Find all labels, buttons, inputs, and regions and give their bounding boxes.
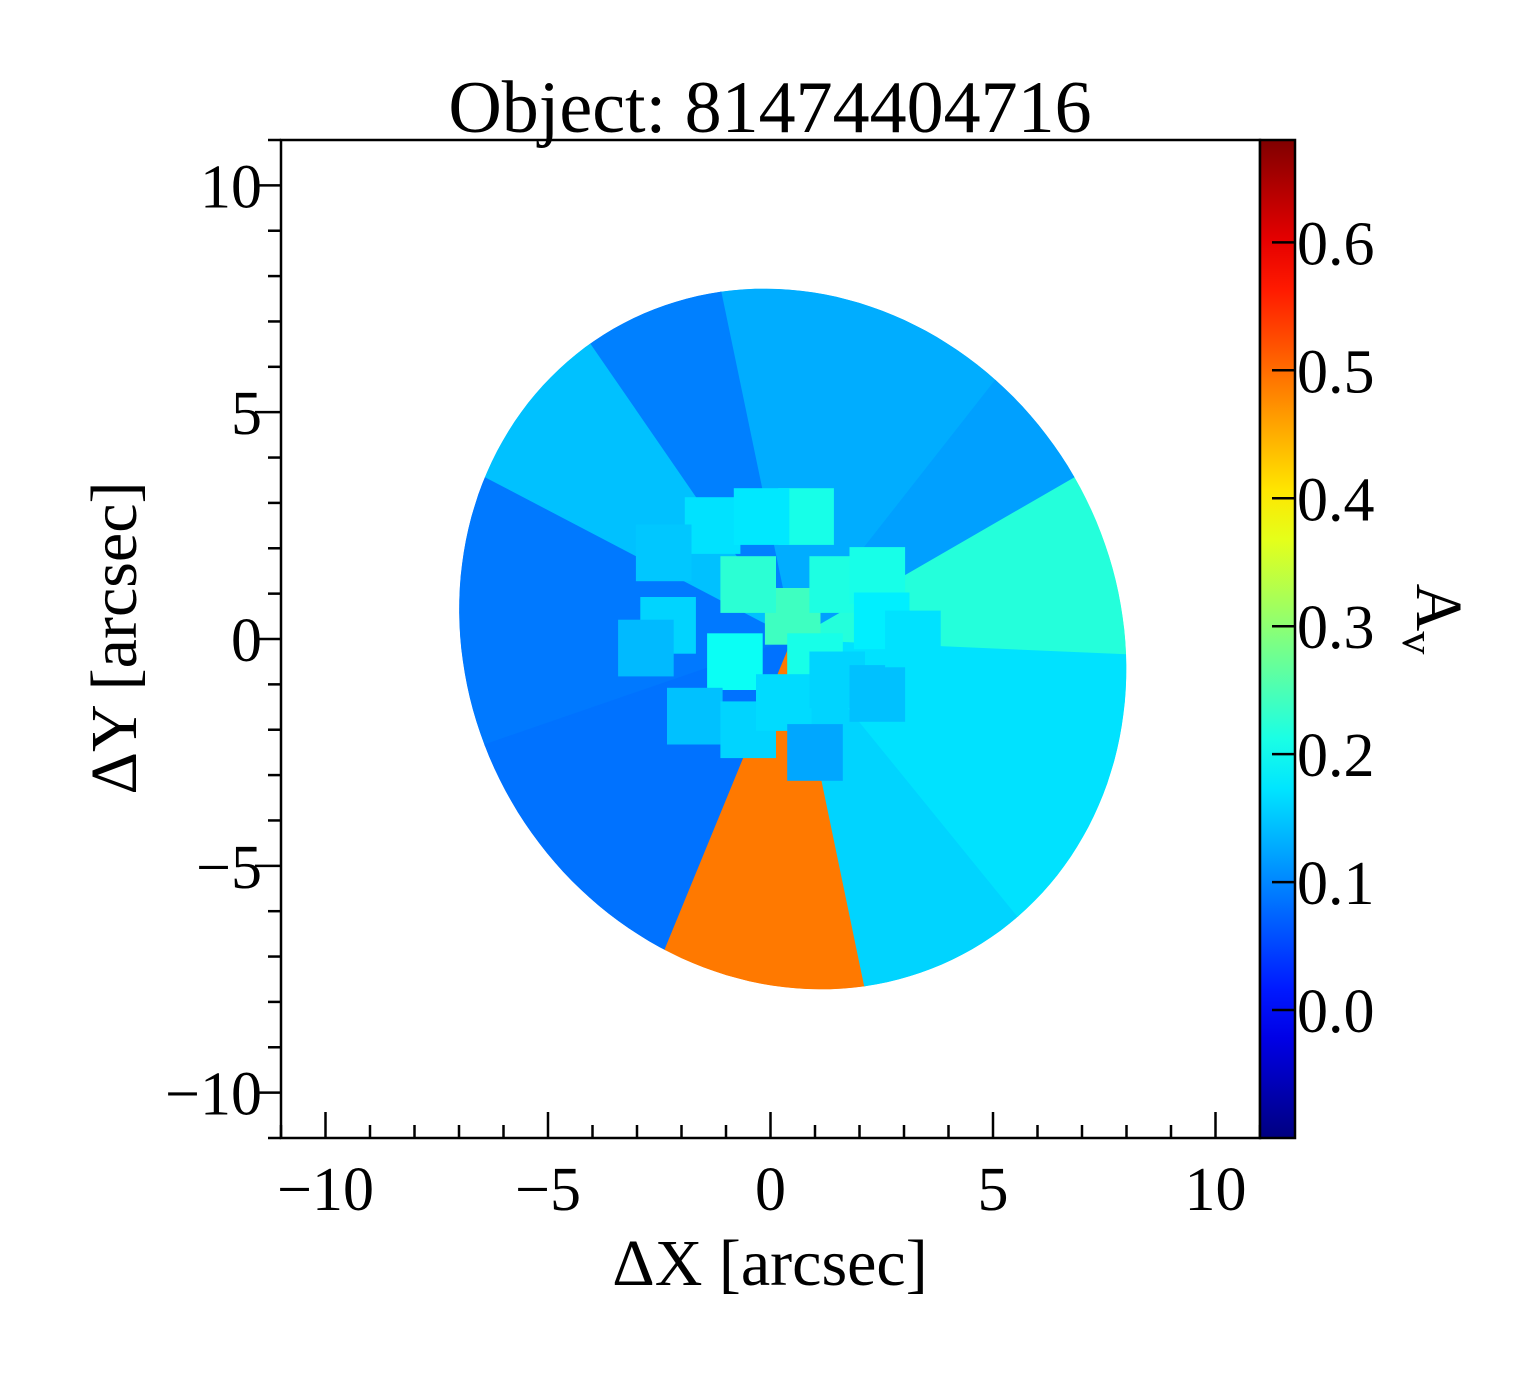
colorbar-tick-label: 0.0 — [1297, 978, 1375, 1046]
y-axis-label: ΔY [arcsec] — [78, 482, 151, 795]
y-tick-label: −10 — [165, 1061, 262, 1129]
x-tick-label: −10 — [277, 1156, 374, 1224]
y-tick-label: 5 — [231, 380, 262, 448]
colorbar-label: Av — [1393, 584, 1475, 655]
colorbar-tick-label: 0.2 — [1297, 722, 1375, 790]
inner-bin-20 — [885, 610, 941, 668]
inner-bin-12 — [618, 619, 674, 677]
inner-bin-9 — [733, 488, 790, 545]
outer-sectors — [459, 288, 1127, 990]
y-axis: −10 −5 0 5 10 — [165, 138, 281, 1140]
extinction-map — [459, 288, 1127, 990]
colorbar-tick-label: 0.3 — [1297, 594, 1375, 662]
x-tick-label: 5 — [978, 1156, 1009, 1224]
inner-bin-5 — [707, 633, 763, 690]
chart-title: Object: 81474404716 — [448, 67, 1091, 149]
y-tick-label: 0 — [231, 607, 262, 675]
colorbar-label-sub: v — [1393, 631, 1444, 654]
colorbar-tick-label: 0.6 — [1297, 210, 1375, 278]
y-tick-label: −5 — [196, 834, 262, 902]
colorbar-tick-label: 0.1 — [1297, 850, 1375, 918]
inner-bin-13 — [667, 687, 723, 745]
x-axis: −10 −5 0 5 10 — [277, 1112, 1262, 1224]
colorbar-tick-label: 0.5 — [1297, 338, 1375, 406]
inner-bins — [618, 488, 941, 781]
inner-bin-2 — [720, 556, 776, 613]
inner-bin-18 — [787, 724, 843, 781]
inner-bin-15 — [756, 674, 812, 731]
x-axis-label: ΔX [arcsec] — [612, 1227, 927, 1300]
colorbar-label-main: A — [1402, 584, 1475, 632]
x-tick-label: 0 — [755, 1156, 786, 1224]
inner-bin-17 — [849, 665, 906, 722]
y-tick-label: 10 — [200, 153, 262, 221]
inner-bin-10 — [635, 524, 692, 582]
colorbar — [1258, 138, 1297, 1140]
x-tick-label: −5 — [515, 1156, 581, 1224]
x-tick-label: 10 — [1185, 1156, 1247, 1224]
colorbar-tick-label: 0.4 — [1297, 466, 1375, 534]
svg-text:Av: Av — [1393, 584, 1475, 655]
colorbar-axis: 0.0 0.1 0.2 0.3 0.4 0.5 0.6 — [1272, 210, 1375, 1046]
inner-bin-8 — [684, 497, 741, 554]
